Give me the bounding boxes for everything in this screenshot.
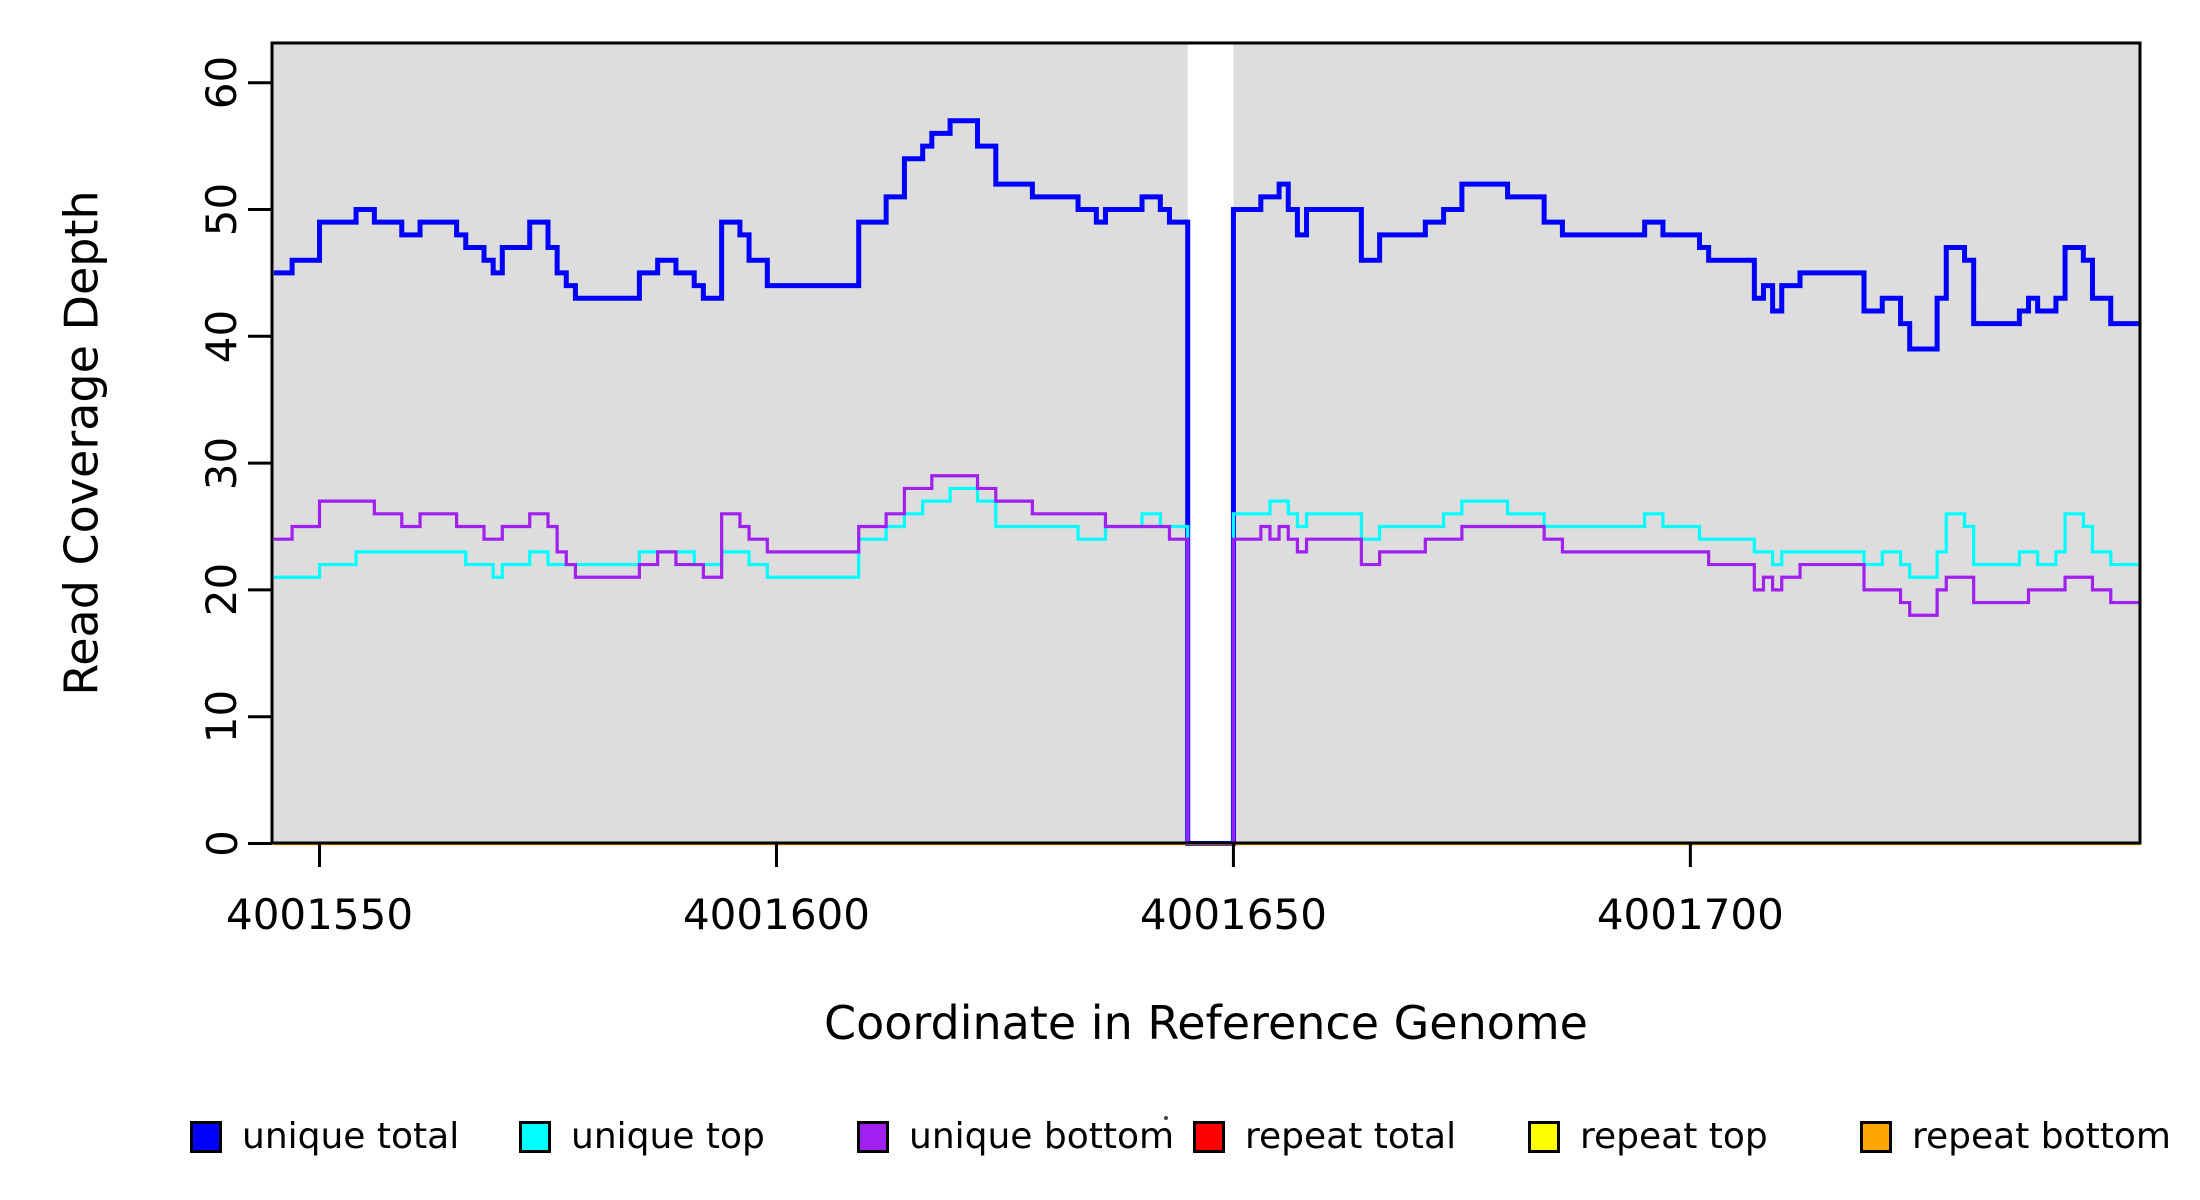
y-axis-title-wrap: Read Coverage Depth [30,43,134,843]
series-line-unique-bottom [273,474,2140,846]
y-tick-label-wrap: 40 [196,276,248,396]
legend-swatch-icon [1860,1121,1892,1153]
legend-label: unique top [571,1116,765,1157]
y-tick-label-wrap: 60 [196,23,248,143]
legend-swatch-icon [1528,1121,1560,1153]
y-tick-label-wrap: 10 [196,657,248,777]
series-line-unique-total [273,118,2140,846]
legend-item-repeat-total: repeat total [1193,1119,1456,1155]
y-tick-label: 20 [197,563,247,617]
stray-dot [1164,1116,1168,1120]
y-tick-label-wrap: 30 [196,403,248,523]
legend-label: unique bottom [909,1116,1175,1157]
y-tick-label: 10 [197,689,247,744]
x-tick-label: 4001550 [225,890,414,939]
y-tick-label: 0 [197,830,247,857]
y-axis-title: Read Coverage Depth [55,190,110,696]
legend-label: unique total [242,1116,460,1157]
y-tick-label-wrap: 0 [196,784,248,904]
legend-swatch-icon [519,1121,551,1153]
legend-item-unique-top: unique top [519,1119,765,1155]
y-tick-label: 60 [197,55,247,110]
x-tick-label: 4001700 [1596,890,1784,939]
series-line-unique-top [273,486,2140,846]
y-tick-label: 40 [197,309,247,364]
legend-item-repeat-top: repeat top [1528,1119,1768,1155]
y-tick-label-wrap: 50 [196,150,248,270]
zero-coverage-gap-band [1187,43,1234,843]
y-tick-label-wrap: 20 [196,530,248,650]
legend-label: repeat total [1245,1116,1457,1157]
legend-swatch-icon [857,1121,889,1153]
y-tick-label: 50 [197,182,247,237]
plot-border [270,41,2142,845]
x-tick-label: 4001600 [682,890,870,939]
legend-item-unique-bottom: unique bottom [857,1119,1174,1155]
legend-label: repeat bottom [1912,1116,2171,1157]
legend-item-unique-total: unique total [190,1119,459,1155]
x-tick-label: 4001650 [1139,890,1327,939]
y-tick-label: 30 [197,436,247,490]
x-axis-title: Coordinate in Reference Genome [824,996,1588,1050]
legend-swatch-icon [190,1121,222,1153]
legend-label: repeat top [1580,1116,1768,1157]
legend-item-repeat-bottom: repeat bottom [1860,1119,2171,1155]
legend-swatch-icon [1193,1121,1225,1153]
